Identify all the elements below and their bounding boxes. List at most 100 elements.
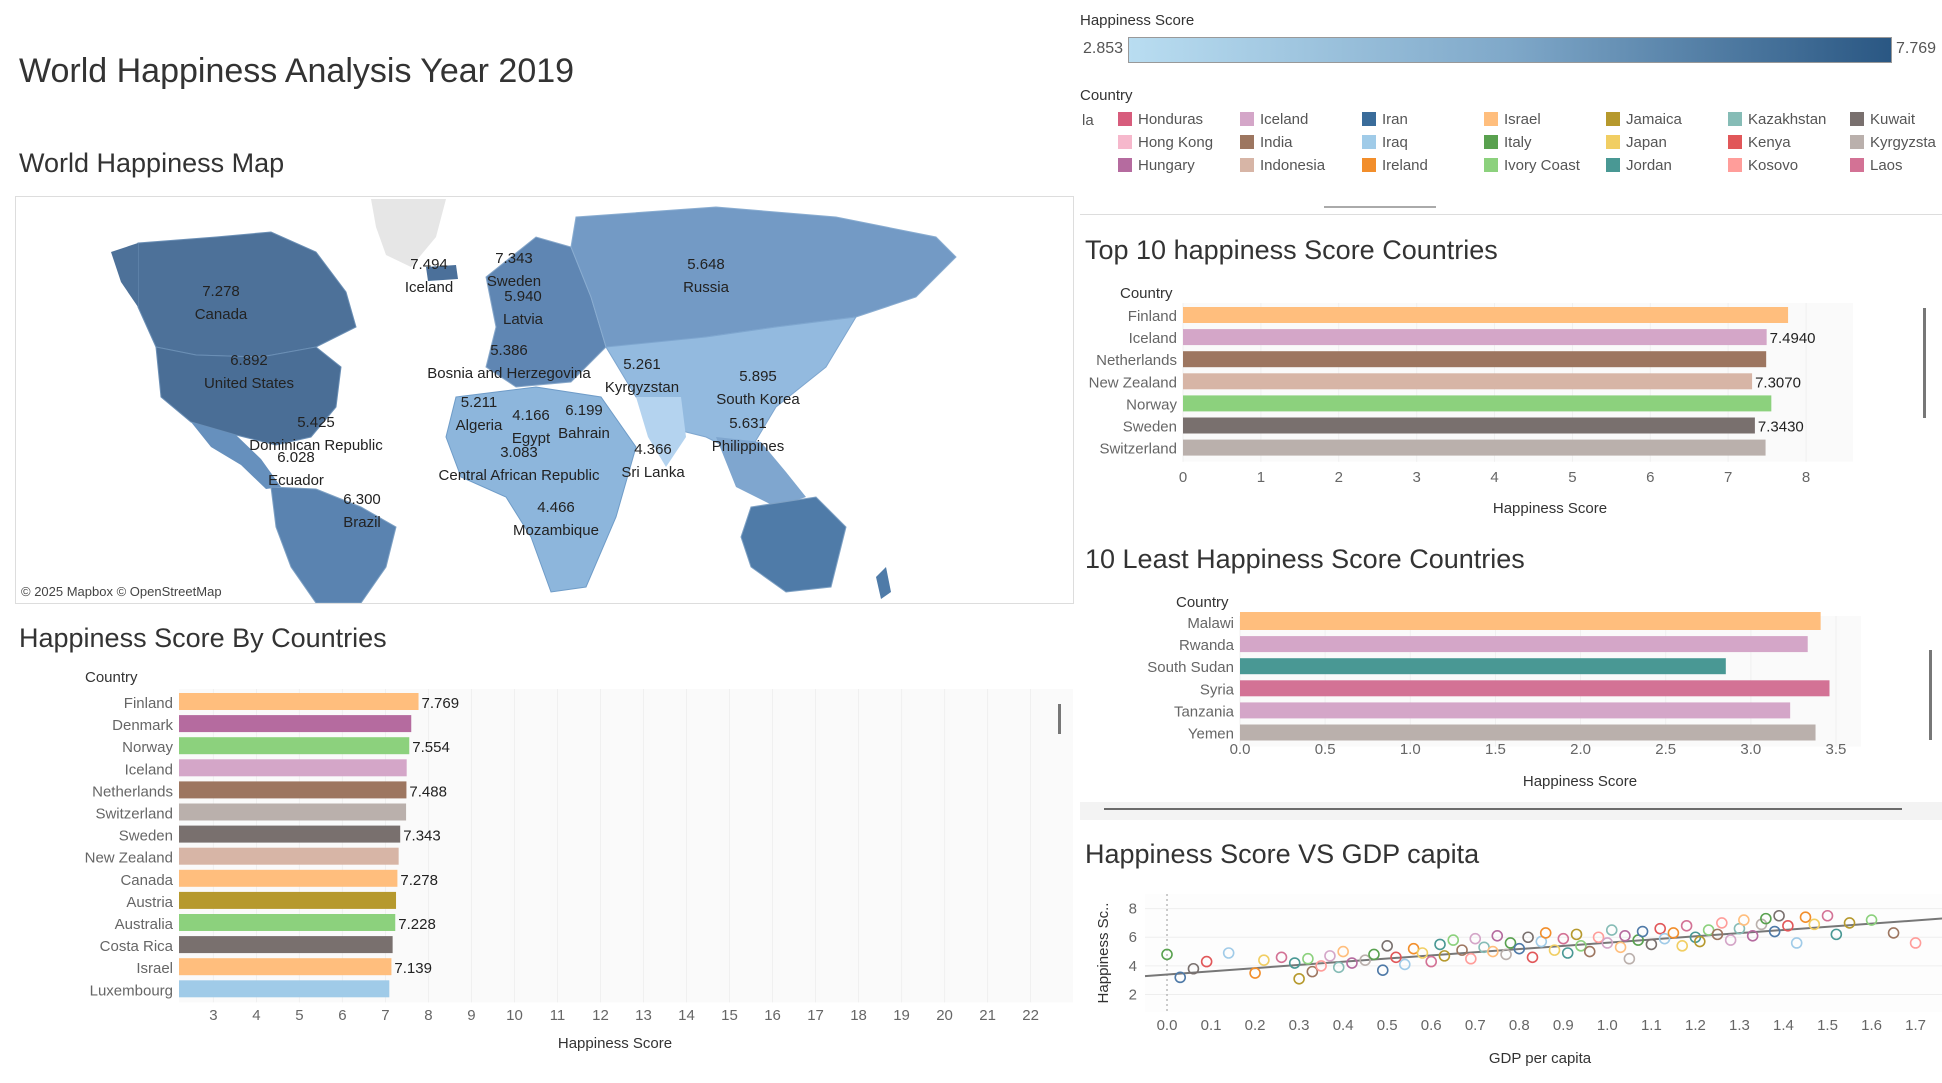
scatter-point[interactable] — [1368, 948, 1380, 961]
legend-item[interactable]: Hungary — [1118, 157, 1195, 174]
scatter-point[interactable] — [1434, 938, 1446, 951]
scatter-point[interactable] — [1636, 925, 1649, 938]
map-region-europe[interactable] — [485, 236, 607, 388]
legend-item[interactable]: Kuwait — [1850, 111, 1915, 128]
least10-chart[interactable]: Country 0.0 0.5 1.0 1.5 2.0 2.5 3.0 3.5 Malawi Rwa… — [1080, 588, 1940, 798]
map-region-india[interactable] — [636, 397, 686, 467]
scatter-point[interactable] — [1909, 937, 1922, 949]
scatter-point[interactable] — [1161, 948, 1173, 961]
scatter-point[interactable] — [1249, 967, 1261, 979]
bar[interactable] — [179, 936, 393, 954]
scatter-point[interactable] — [1447, 934, 1460, 946]
scatter-point[interactable] — [1390, 951, 1402, 964]
scatter-point[interactable] — [1570, 928, 1583, 941]
bar[interactable] — [1183, 351, 1767, 368]
legend-item[interactable]: Italy — [1484, 134, 1532, 151]
bar[interactable] — [179, 825, 401, 843]
map-region-australia[interactable] — [740, 496, 847, 593]
legend-item[interactable]: Kazakhstan — [1728, 111, 1826, 128]
scatter-point[interactable] — [1315, 960, 1327, 972]
scrollbar-thumb[interactable] — [1058, 704, 1061, 734]
top10-chart[interactable]: Country 0 1 2 3 4 5 6 7 8 Finland Iceland 7.4940 Neth… — [1080, 278, 1940, 520]
scatter-point[interactable] — [1592, 931, 1605, 944]
scatter-point[interactable] — [1601, 937, 1614, 949]
bar-chart-by-countries[interactable]: Country 3 4 5 6 7 8 9 10 11 12 13 14 15 16 17 18 19 20 21 22… — [15, 664, 1075, 1074]
scatter-point[interactable] — [1500, 948, 1512, 961]
bar[interactable] — [179, 715, 412, 733]
legend-item[interactable]: Laos — [1850, 157, 1903, 174]
map-region-russia[interactable] — [570, 206, 957, 348]
map-region-canada[interactable] — [137, 231, 357, 358]
legend-item[interactable]: India — [1240, 134, 1293, 151]
scatter-point[interactable] — [1288, 957, 1301, 969]
bar[interactable] — [1183, 307, 1789, 323]
scatter-point[interactable] — [1376, 964, 1389, 976]
scatter-point[interactable] — [1513, 942, 1526, 955]
map-region-africa[interactable] — [445, 386, 637, 593]
map-region-alaska[interactable] — [111, 243, 138, 307]
scatter-point[interactable] — [1768, 925, 1781, 938]
scatter-point[interactable] — [1865, 914, 1878, 926]
scatter-point[interactable] — [1306, 965, 1319, 978]
scatter-point[interactable] — [1799, 911, 1812, 923]
bar[interactable] — [179, 847, 399, 865]
scatter-point[interactable] — [1658, 932, 1671, 945]
bar[interactable] — [1240, 636, 1808, 653]
scatter-point[interactable] — [1302, 952, 1314, 965]
scatter-point[interactable] — [1619, 930, 1631, 942]
map-region-usa[interactable] — [155, 346, 342, 446]
scrollbar-thumb[interactable] — [1923, 308, 1926, 418]
scatter-point[interactable] — [1623, 952, 1636, 965]
scatter-point[interactable] — [1425, 955, 1438, 968]
scatter-point[interactable] — [1773, 909, 1785, 922]
scatter-point[interactable] — [1456, 944, 1468, 956]
bar[interactable] — [179, 737, 410, 755]
scatter-point[interactable] — [1332, 961, 1345, 974]
scatter-point[interactable] — [1605, 924, 1618, 936]
scatter-chart[interactable]: 2 4 6 8 0.0 0.1 0.2 0.3 0.4 0.5 0.6 0.7 0.8 0.9 1.0 1.1… — [1080, 878, 1942, 1078]
scatter-point[interactable] — [1381, 940, 1393, 952]
scatter-point[interactable] — [1790, 937, 1803, 949]
bar[interactable] — [179, 803, 407, 821]
map-region-mexico[interactable] — [191, 422, 281, 489]
scatter-point[interactable] — [1222, 947, 1235, 959]
legend-item[interactable]: Jamaica — [1606, 111, 1682, 128]
legend-item[interactable]: Israel — [1484, 111, 1541, 128]
scatter-point[interactable] — [1575, 940, 1587, 952]
scatter-point[interactable] — [1398, 958, 1411, 971]
scatter-point[interactable] — [1548, 944, 1561, 956]
scatter-point[interactable] — [1887, 927, 1900, 939]
bar[interactable] — [1183, 417, 1755, 434]
scatter-point[interactable] — [1680, 919, 1693, 932]
bar[interactable] — [179, 958, 392, 976]
scatter-point[interactable] — [1187, 962, 1200, 975]
bar[interactable] — [179, 693, 419, 710]
scatter-point[interactable] — [1830, 928, 1843, 941]
scatter-point[interactable] — [1557, 932, 1570, 945]
scatter-point[interactable] — [1346, 957, 1358, 969]
bar[interactable] — [179, 980, 390, 998]
bar[interactable] — [1183, 395, 1772, 412]
scatter-point[interactable] — [1724, 934, 1737, 946]
bar[interactable] — [179, 759, 407, 777]
legend-item[interactable]: Kosovo — [1728, 157, 1798, 174]
bar[interactable] — [1240, 658, 1726, 675]
bar[interactable] — [1183, 373, 1753, 390]
scatter-point[interactable] — [1293, 972, 1305, 985]
legend-item[interactable]: Kenya — [1728, 134, 1791, 151]
scatter-point[interactable] — [1491, 930, 1504, 942]
legend-scroll-thumb[interactable] — [1324, 206, 1436, 208]
scatter-point[interactable] — [1200, 955, 1213, 968]
scatter-point[interactable] — [1843, 917, 1856, 929]
legend-item[interactable]: Jordan — [1606, 157, 1672, 174]
scatter-point[interactable] — [1526, 951, 1539, 964]
legend-item[interactable]: Ivory Coast — [1484, 157, 1580, 174]
bar[interactable] — [179, 914, 396, 931]
scatter-point[interactable] — [1760, 912, 1772, 925]
scatter-point[interactable] — [1539, 927, 1552, 939]
scatter-point[interactable] — [1174, 971, 1187, 984]
scatter-point[interactable] — [1522, 931, 1534, 944]
scatter-point[interactable] — [1275, 951, 1288, 964]
scatter-point[interactable] — [1782, 919, 1794, 932]
scrollbar-thumb[interactable] — [1929, 650, 1932, 740]
